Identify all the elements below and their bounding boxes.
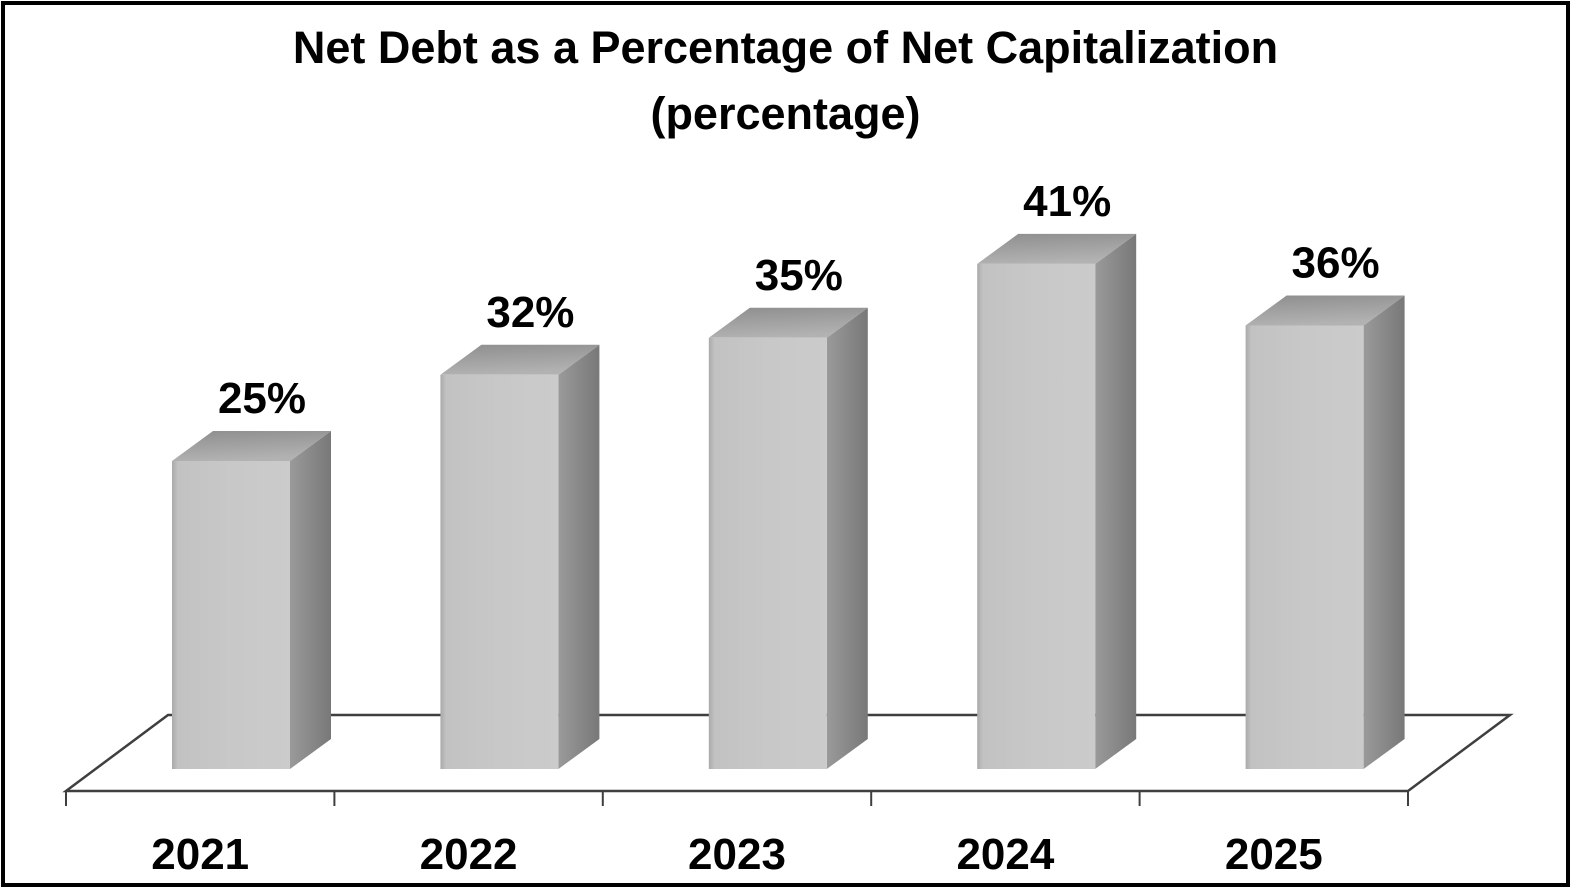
- bar-top-face: [977, 233, 1137, 264]
- x-tick-label: 2022: [420, 830, 518, 879]
- bar-2023: [708, 307, 868, 769]
- bar-front-face: [172, 461, 290, 769]
- plot-area: 25% 32% 35% 41% 36% 2021 2022 2023 2024 2025: [62, 177, 1514, 879]
- chart-subtitle: (percentage): [650, 88, 921, 139]
- bar-top-face: [172, 431, 331, 461]
- bar-top-face: [440, 344, 600, 375]
- bar-2024: [977, 233, 1137, 769]
- bar-2021: [172, 431, 331, 769]
- bar-front-face: [977, 263, 1096, 769]
- chart-floor: [62, 713, 1514, 793]
- bar-value-label: 35%: [755, 251, 843, 300]
- bar-top-face: [708, 307, 868, 338]
- bar-top-face: [1245, 295, 1405, 326]
- x-tick-label: 2025: [1225, 830, 1323, 879]
- bar-front-face: [708, 337, 827, 769]
- bar-side-face: [558, 344, 600, 769]
- bar-front-face: [1245, 325, 1364, 769]
- bar-value-label: 25%: [218, 374, 306, 423]
- bar-side-face: [1095, 233, 1137, 769]
- bar-2025: [1245, 295, 1405, 769]
- x-tick-label: 2021: [151, 830, 249, 879]
- bar-2022: [440, 344, 600, 769]
- bar-value-label: 41%: [1023, 177, 1111, 226]
- x-tick-label: 2024: [956, 830, 1054, 879]
- bar-side-face: [290, 431, 331, 769]
- bar-side-face: [826, 307, 868, 769]
- bar-value-label: 32%: [486, 288, 574, 337]
- bar-front-face: [440, 374, 559, 769]
- bar-value-label: 36%: [1292, 238, 1380, 287]
- x-tick-label: 2023: [688, 830, 786, 879]
- chart-title: Net Debt as a Percentage of Net Capitali…: [292, 22, 1279, 73]
- bar-side-face: [1363, 295, 1405, 769]
- chart-title-block: Net Debt as a Percentage of Net Capitali…: [5, 15, 1566, 147]
